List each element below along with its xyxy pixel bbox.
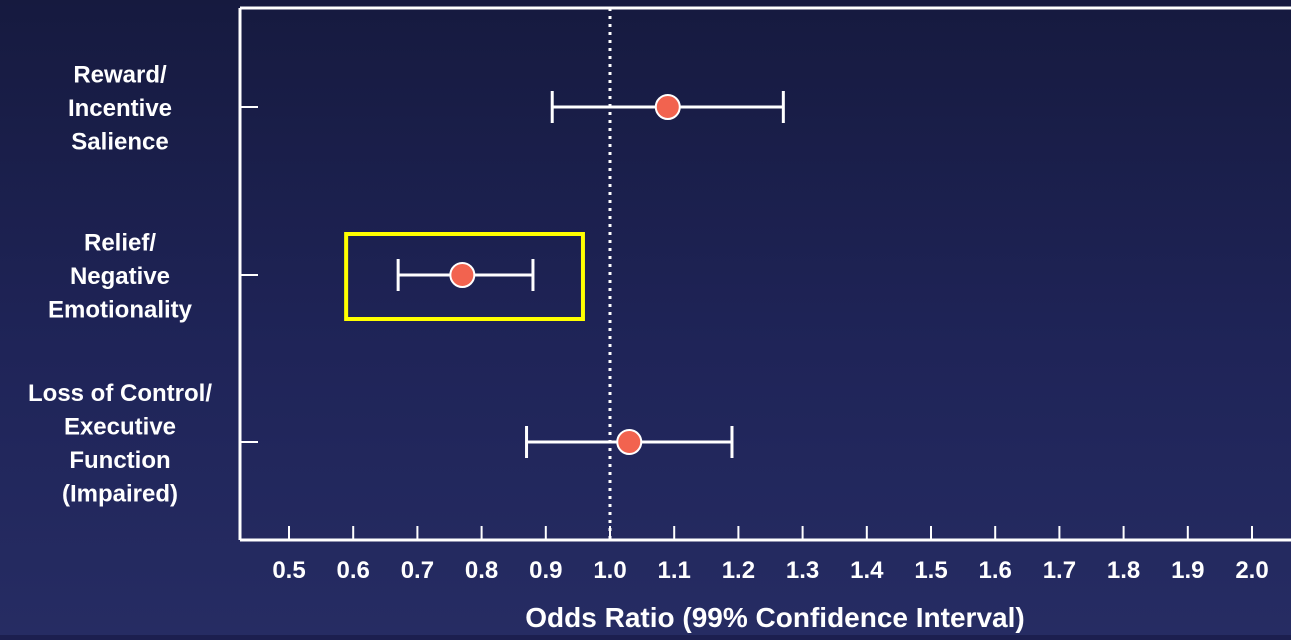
axes — [238, 6, 1291, 542]
x-tick-label: 0.6 — [337, 557, 370, 584]
x-tick-label: 1.4 — [850, 557, 884, 584]
category-label-line: Incentive — [68, 95, 172, 122]
x-tick-label: 1.7 — [1043, 557, 1076, 584]
x-tick-label: 0.9 — [529, 557, 562, 584]
x-tick-label: 0.8 — [465, 557, 498, 584]
x-axis-title: Odds Ratio (99% Confidence Interval) — [525, 602, 1024, 633]
category-label-line: Emotionality — [48, 297, 193, 324]
category-label-line: (Impaired) — [62, 480, 178, 507]
x-tick-label: 1.8 — [1107, 557, 1140, 584]
x-tick-label: 1.5 — [914, 557, 947, 584]
x-tick-label: 0.5 — [272, 557, 305, 584]
category-label-line: Relief/ — [84, 230, 156, 257]
x-tick-label: 1.1 — [658, 557, 691, 584]
x-tick-label: 0.7 — [401, 557, 434, 584]
category-label-line: Executive — [64, 413, 176, 440]
category-label-line: Negative — [70, 263, 170, 290]
x-tick-label: 1.9 — [1171, 557, 1204, 584]
category-label-line: Function — [69, 447, 170, 474]
odds-ratio-point — [449, 262, 476, 288]
x-tick-label: 2.0 — [1235, 557, 1268, 584]
category-labels: Reward/Incentive Salience Relief/Negative E… — [28, 62, 212, 508]
highlight-group — [344, 232, 585, 321]
x-tick-label: 1.6 — [979, 557, 1012, 584]
x-tick-label: 1.3 — [786, 557, 819, 584]
x-tick-label: 1.2 — [722, 557, 755, 584]
category-label-line: Salience — [71, 129, 168, 156]
odds-ratio-point — [616, 429, 643, 455]
x-tick-label: 1.0 — [593, 557, 626, 584]
highlight-box — [344, 232, 585, 321]
category-label-line: Reward/ — [73, 62, 167, 89]
category-label-line: Loss of Control/ — [28, 380, 212, 407]
odds-ratio-point — [654, 94, 681, 120]
data-marks — [396, 91, 785, 458]
x-tick-labels: 0.5 0.6 0.7 0.8 0.9 1.0 1.1 1.2 1.3 1.4 1.5 1.6 1.7 1… — [272, 557, 1268, 584]
